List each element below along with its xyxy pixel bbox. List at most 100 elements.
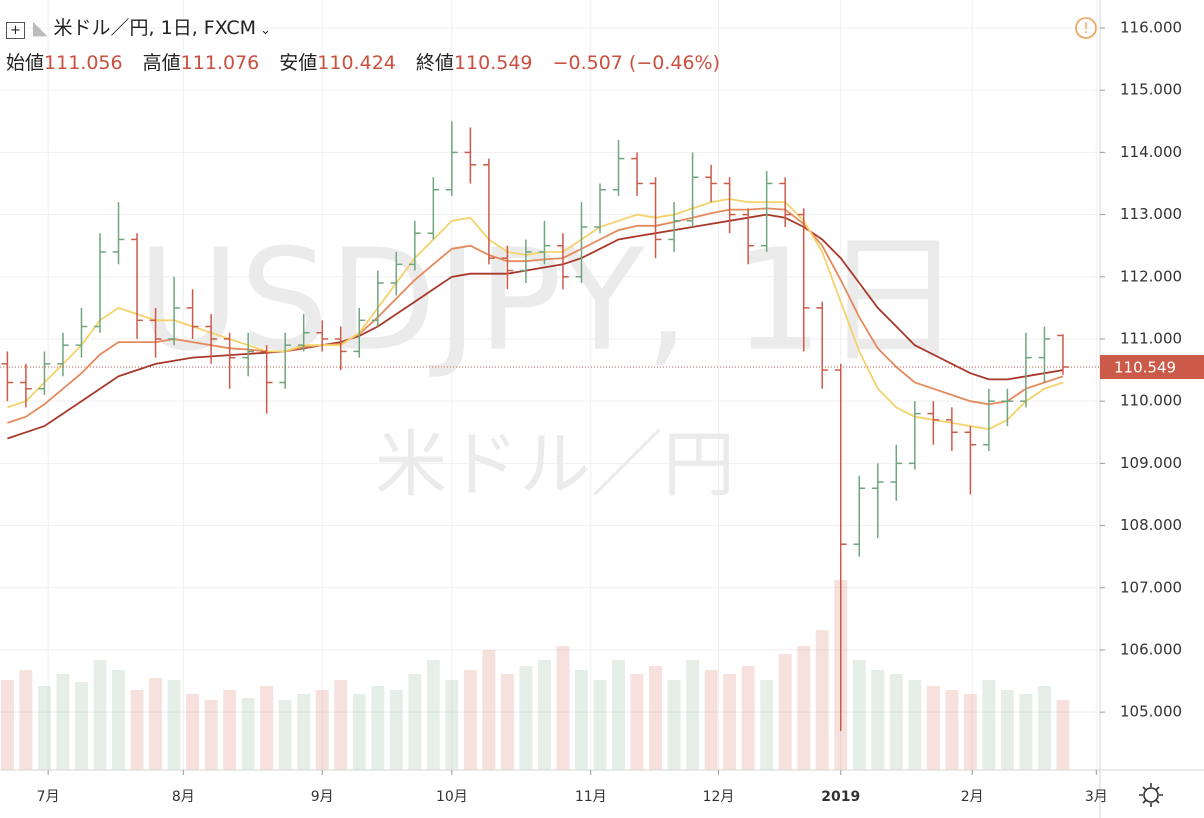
last-price-box xyxy=(1100,355,1204,380)
alert-icon[interactable] xyxy=(1075,17,1097,39)
volume-bar xyxy=(463,670,477,770)
axes: 105.000 106.000 107.000 108.000 109.000 110.0… xyxy=(0,18,1204,805)
volume-bar xyxy=(797,646,811,770)
last-price-label: 110.549 xyxy=(1114,359,1176,377)
volume-bar xyxy=(482,650,496,770)
volume-bar xyxy=(519,666,533,770)
volume-bar xyxy=(630,674,644,770)
volume-bar xyxy=(389,690,403,770)
volume-bar xyxy=(1000,690,1014,770)
volume-bar xyxy=(575,670,588,770)
volume-bar xyxy=(612,660,625,770)
volume-bar xyxy=(0,680,14,770)
volume-bar xyxy=(260,686,274,770)
moving-average xyxy=(7,207,1064,424)
volume-bar xyxy=(37,686,51,770)
volume-bar xyxy=(1019,694,1033,770)
alert-mark: ! xyxy=(1083,21,1089,37)
volume-bar xyxy=(315,690,329,770)
y-tick-label: 112.000 xyxy=(1120,267,1182,285)
close-value: 110.549 xyxy=(453,52,533,74)
change: −0.507 (−0.46%) xyxy=(552,52,721,74)
y-tick-label: 111.000 xyxy=(1120,329,1182,347)
volume-bar xyxy=(649,666,663,770)
volume-bar xyxy=(871,670,885,770)
volume-bar xyxy=(167,680,181,770)
volume-bar xyxy=(186,694,200,770)
volume-bar xyxy=(93,660,107,770)
volume-bar xyxy=(334,680,348,770)
volume-bar xyxy=(75,682,88,770)
volume-bar xyxy=(352,694,366,770)
volume-bar xyxy=(852,660,866,770)
volume-bar xyxy=(223,690,237,770)
x-tick-label: 2月 xyxy=(961,789,984,805)
x-tick-label: 10月 xyxy=(436,789,468,805)
volume-bar xyxy=(241,698,255,770)
volume-bar xyxy=(19,670,33,770)
volume-bar xyxy=(593,680,607,770)
volume-bar xyxy=(760,680,774,770)
y-tick-label: 109.000 xyxy=(1120,454,1182,472)
open-value: 111.056 xyxy=(44,52,123,74)
y-tick-label: 107.000 xyxy=(1120,578,1182,596)
low-value: 110.424 xyxy=(317,52,396,74)
volume-bar xyxy=(908,680,922,770)
volume-bar xyxy=(963,694,977,770)
volume-bar xyxy=(130,690,144,770)
close-label: 終値 xyxy=(415,52,454,74)
moving-average xyxy=(7,198,1064,431)
volume-bar xyxy=(778,654,792,770)
volume-bar xyxy=(426,660,440,770)
price-bars xyxy=(1,121,1069,731)
y-tick-label: 105.000 xyxy=(1120,703,1182,721)
volume-bar xyxy=(926,686,940,770)
volume-bar xyxy=(537,660,551,770)
volume-bar xyxy=(445,680,459,770)
volume-bar xyxy=(982,680,996,770)
moving-averages xyxy=(7,198,1064,440)
settings-icon[interactable] xyxy=(1139,783,1163,807)
symbol-dropdown[interactable]: ⌄ xyxy=(260,23,271,38)
volume-bar xyxy=(889,674,903,770)
high-label: 高値 xyxy=(142,52,181,74)
y-tick-label: 114.000 xyxy=(1120,143,1182,161)
watermark-sub: 米ドル／円 xyxy=(375,423,735,507)
volume-bar xyxy=(408,674,422,770)
x-tick-label: 9月 xyxy=(311,789,334,805)
low-label: 安値 xyxy=(279,52,318,74)
volume-bar xyxy=(1037,686,1051,770)
volume-bar xyxy=(278,700,292,770)
y-tick-label: 106.000 xyxy=(1120,640,1182,658)
x-tick-label: 3月 xyxy=(1085,789,1108,805)
ohlc-row: 始値111.056 高値111.076 安値110.424 終値110.549 … xyxy=(6,47,734,79)
volume-bar xyxy=(500,674,514,770)
volume-bar xyxy=(297,694,311,770)
gear[interactable] xyxy=(1143,787,1159,803)
volume-bar xyxy=(371,686,385,770)
open-label: 始値 xyxy=(6,52,45,74)
legend-header: + ◣ 米ドル／円, 1日, FXCM ⌄ 始値111.056 高値111.076 安… xyxy=(6,12,734,79)
moving-average xyxy=(7,213,1064,440)
volume-bar xyxy=(723,674,737,770)
volume-pane xyxy=(0,580,1070,770)
x-tick-label: 2019 xyxy=(821,789,860,805)
y-tick-label: 108.000 xyxy=(1120,516,1182,534)
volume-bar xyxy=(741,666,755,770)
symbol[interactable]: 米ドル／円, 1日, FXCM xyxy=(53,17,257,39)
volume-bar xyxy=(704,670,718,770)
x-tick-label: 11月 xyxy=(575,789,607,805)
y-tick-label: 113.000 xyxy=(1120,205,1182,223)
y-tick-label: 110.000 xyxy=(1120,392,1182,410)
symbol-row: + ◣ 米ドル／円, 1日, FXCM ⌄ xyxy=(6,12,734,47)
volume-bar xyxy=(667,680,681,770)
volume-bar xyxy=(149,678,163,770)
volume-bar xyxy=(556,646,570,770)
volume-bar xyxy=(56,674,70,770)
volume-bar xyxy=(204,700,218,770)
x-tick-label: 12月 xyxy=(703,789,735,805)
volume-bar xyxy=(112,670,125,770)
expand-button[interactable]: + xyxy=(6,22,25,39)
